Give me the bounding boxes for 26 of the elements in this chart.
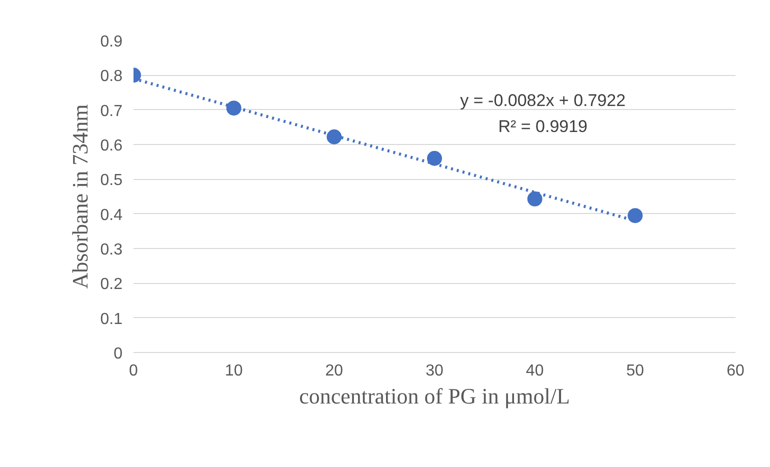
point <box>326 129 342 144</box>
point <box>427 150 442 166</box>
y-tick-label: 0.9 <box>100 34 123 50</box>
x-tick-label: 10 <box>224 362 243 380</box>
y-tick-label: 0.5 <box>100 172 123 190</box>
y-tick-label: 0.1 <box>100 310 123 328</box>
x-tick-label: 50 <box>626 362 644 380</box>
x-tick-label: 20 <box>325 362 344 380</box>
x-tick-label: 60 <box>726 362 744 380</box>
point <box>527 191 542 206</box>
x-tick-label: 0 <box>129 362 138 380</box>
y-tick-label: 0.2 <box>100 276 123 294</box>
y-tick-label: 0 <box>114 346 123 362</box>
annotation: R² = 0.9919 <box>498 116 588 136</box>
y-tick-label: 0.8 <box>100 68 123 86</box>
y-tick-label: 0.6 <box>100 138 123 154</box>
y-tick-label: 0.7 <box>100 102 123 120</box>
x-axis-title: concentration of PG in μmol/L <box>299 384 570 408</box>
y-tick-label: 0.4 <box>100 206 123 224</box>
y-tick-label: 0.3 <box>100 242 123 258</box>
annotation: y = -0.0082x + 0.7922 <box>460 90 626 110</box>
point <box>226 100 242 116</box>
x-tick-label: 40 <box>526 362 544 380</box>
x-tick-label: 30 <box>426 362 444 380</box>
point <box>628 208 643 224</box>
y-axis-title: Absorbane in 734nm <box>67 104 92 289</box>
